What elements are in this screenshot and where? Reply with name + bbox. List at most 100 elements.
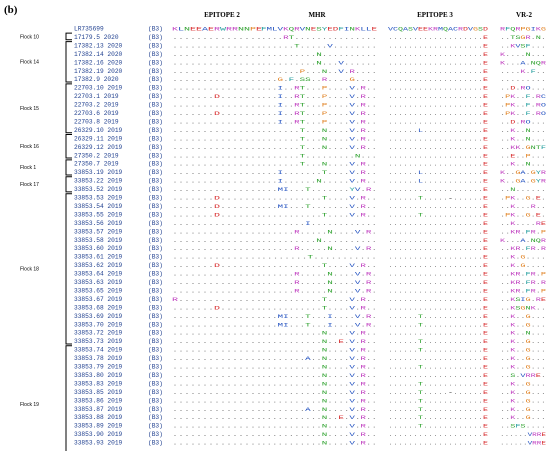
isolate-name: 22703.2 2019 xyxy=(74,102,119,109)
flock-bracket xyxy=(65,193,72,345)
sequence-ep2: ............... xyxy=(172,34,262,41)
genotype-label: (B3) xyxy=(148,144,163,151)
sequence-mhr: ........A..N....V.R.. xyxy=(261,406,377,413)
sequence-ep3: ......T............E xyxy=(388,397,489,404)
sequence-ep2: ............... xyxy=(172,364,262,371)
alignment-row: 33853.69 2019 (B3).................. M I...… xyxy=(74,313,546,320)
sequence-ep3: ...................E xyxy=(388,287,489,294)
genotype-label: (B3) xyxy=(148,68,163,75)
flock-bracket xyxy=(65,134,72,159)
isolate-name: 26329.12 2019 xyxy=(74,144,123,151)
genotype-label: (B3) xyxy=(148,313,163,320)
sequence-vr2: ..E..P... xyxy=(500,152,546,159)
isolate-name: LR735699 xyxy=(74,26,104,33)
alignment-row: 27350.7 2019 (B3)...................... T.… xyxy=(74,161,546,168)
isolate-name: 33853.78 2019 xyxy=(74,355,123,362)
sequence-mhr: .......T...N....V.R.. xyxy=(261,127,377,134)
genotype-label: (B3) xyxy=(148,220,163,227)
isolate-name: 33853.72 2019 xyxy=(74,330,123,337)
sequence-ep3: ...................E xyxy=(388,271,489,278)
alignment-row: 22703.1 2019 (B3) ....... D.......... I.. R T.… xyxy=(74,93,547,100)
sequence-ep2: ............... xyxy=(172,237,262,244)
isolate-name: 33853.64 2019 xyxy=(74,271,123,278)
genotype-label: (B3) xyxy=(148,110,163,117)
flock-label: Flock 15 xyxy=(20,106,39,112)
isolate-name: 33853.70 2019 xyxy=(74,321,123,328)
sequence-ep3: ......T............E xyxy=(388,423,489,430)
sequence-ep3: ......L............E xyxy=(388,169,489,176)
sequence-ep3: ...................E xyxy=(388,68,489,75)
alignment-row: 33853.57 2019 (B3)..................... R.… xyxy=(74,228,547,235)
genotype-label: (B3) xyxy=(148,364,163,371)
sequence-ep3: ...................E xyxy=(388,144,489,151)
alignment-row: 33853.19 2019 (B3).................. I....… xyxy=(74,169,547,176)
sequence-mhr: ........I............ xyxy=(261,220,377,227)
sequence-ep3: ...................E xyxy=(388,152,489,159)
sequence-ep3: ...................E xyxy=(388,51,489,58)
alignment-row: 33853.79 2019 (B3).......................… xyxy=(74,364,546,371)
sequence-ep3: ......T............E xyxy=(388,406,489,413)
alignment-row: 33853.54 2019 (B3) ....... D.......... M I...… xyxy=(74,203,546,210)
panel-label: (b) xyxy=(4,4,18,16)
alignment-row: 33853.88 2019 (B3).......................… xyxy=(74,414,546,421)
sequence-mhr: .......T...N....V.R.. xyxy=(261,161,377,168)
alignment-row: 17382.13 2020 (B3)..................... T.… xyxy=(74,42,546,49)
alignment-row: 26329.11 2019 (B3)...................... T… xyxy=(74,135,546,142)
flock-bracket xyxy=(65,159,72,176)
genotype-label: (B3) xyxy=(148,271,163,278)
sequence-vr2: ..K..G... xyxy=(500,321,546,328)
sequence-ep2: ............... xyxy=(172,287,262,294)
sequence-vr2: K....N... xyxy=(500,51,546,58)
sequence-vr2: ......VRRE xyxy=(500,431,547,438)
genotype-label: (B3) xyxy=(148,304,163,311)
sequence-ep2: ............... xyxy=(172,228,262,235)
sequence-mhr: ...........N....V.R.. xyxy=(261,423,377,430)
alignment-row: 22703.2 2019 (B3).................. I.. R T.… xyxy=(74,102,547,109)
sequence-vr2: ..K.G.... xyxy=(500,262,546,269)
sequence-mhr: ......R.....N....V.R. xyxy=(261,245,377,252)
genotype-label: (B3) xyxy=(148,118,163,125)
isolate-name: 33853.79 2019 xyxy=(74,364,123,371)
sequence-ep2: ............... xyxy=(172,118,262,125)
sequence-ep2: ............... xyxy=(172,76,262,83)
sequence-mhr: ......R.....N....V.R. xyxy=(261,228,377,235)
alignment-row: 22703.8 2019 (B3).................. I.. R T.… xyxy=(74,118,546,125)
sequence-ep3: ......L............E xyxy=(388,127,489,134)
sequence-mhr: ...........N....V.R.. xyxy=(261,330,377,337)
isolate-name: 33853.53 2019 xyxy=(74,195,123,202)
sequence-ep2: ............... xyxy=(172,423,262,430)
sequence-ep2: .......D....... xyxy=(172,203,262,210)
sequence-vr2: ..N...... xyxy=(500,186,546,193)
sequence-vr2: ..K..G... xyxy=(500,347,546,354)
alignment-row: 33853.64 2019 (B3)..................... R.… xyxy=(74,271,547,278)
sequence-ep2: ............... xyxy=(172,186,262,193)
genotype-label: (B3) xyxy=(148,228,163,235)
sequence-ep3: ...................E xyxy=(388,85,489,92)
isolate-name: 33853.85 2019 xyxy=(74,389,123,396)
sequence-ep3: ......T............E xyxy=(388,338,489,345)
isolate-name: 26329.10 2019 xyxy=(74,127,123,134)
sequence-vr2: ..K...R.. xyxy=(500,203,546,210)
sequence-ep2: .......D....... xyxy=(172,93,262,100)
flock-label: Flock 19 xyxy=(20,402,39,408)
sequence-ep3: ...................E xyxy=(388,372,489,379)
isolate-name: 33853.54 2019 xyxy=(74,203,123,210)
alignment-row: 33853.83 2019 (B3).......................… xyxy=(74,380,546,387)
alignment-row: 17382.19 2020 (B3)...................... P… xyxy=(74,68,546,75)
sequence-ep2: .......D....... xyxy=(172,211,262,218)
isolate-name: 33853.58 2019 xyxy=(74,237,123,244)
flock-bracket xyxy=(65,83,72,134)
isolate-name: 33853.55 2019 xyxy=(74,211,123,218)
isolate-name: 22703.8 2019 xyxy=(74,118,119,125)
